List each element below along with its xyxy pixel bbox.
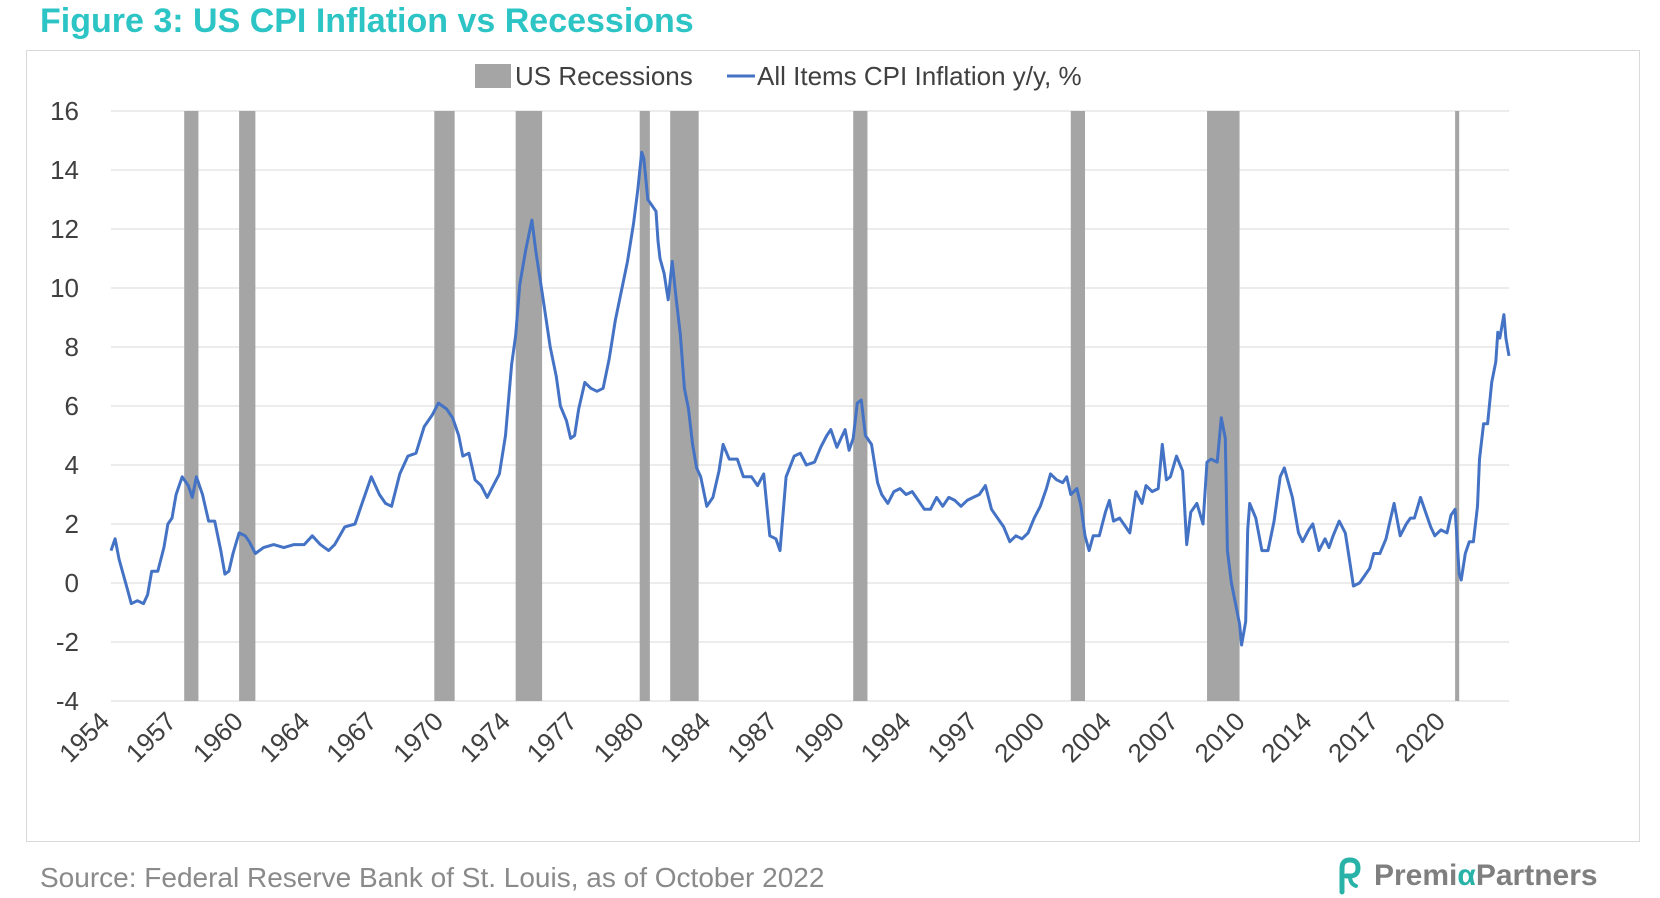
x-tick-label: 2017 xyxy=(1322,706,1384,768)
x-tick-label: 1984 xyxy=(654,706,716,768)
cpi-line xyxy=(109,150,1511,647)
x-tick-label: 1970 xyxy=(387,706,449,768)
y-tick-label: 14 xyxy=(50,155,79,185)
y-tick-label: 6 xyxy=(65,391,79,421)
x-tick-label: 1990 xyxy=(788,706,850,768)
y-tick-label: 0 xyxy=(65,568,79,598)
brand-logo: PremiαPartners xyxy=(1330,856,1598,896)
legend-recession-label: US Recessions xyxy=(515,61,693,91)
recession-bar xyxy=(853,111,868,701)
x-tick-label: 1977 xyxy=(521,706,583,768)
x-tick-label: 2014 xyxy=(1255,706,1317,768)
recession-bar xyxy=(1455,111,1460,701)
y-tick-label: -2 xyxy=(56,627,79,657)
x-tick-label: 1997 xyxy=(921,706,983,768)
x-tick-label: 2020 xyxy=(1389,706,1451,768)
recession-bar xyxy=(184,111,199,701)
legend-cpi-label: All Items CPI Inflation y/y, % xyxy=(757,61,1082,91)
recession-bar xyxy=(1070,111,1086,701)
figure-title: Figure 3: US CPI Inflation vs Recessions xyxy=(40,2,694,40)
recession-bar xyxy=(239,111,256,701)
x-tick-label: 2007 xyxy=(1122,706,1184,768)
x-tick-label: 1994 xyxy=(855,706,917,768)
x-tick-label: 1957 xyxy=(120,706,182,768)
y-tick-label: 4 xyxy=(65,450,79,480)
legend-recession-swatch xyxy=(475,64,511,88)
x-tick-label: 1967 xyxy=(320,706,382,768)
y-tick-label: 8 xyxy=(65,332,79,362)
recession-bar xyxy=(670,111,699,701)
x-tick-label: 1980 xyxy=(588,706,650,768)
recession-bar xyxy=(1207,111,1240,701)
source-note: Source: Federal Reserve Bank of St. Loui… xyxy=(40,862,825,893)
recession-bar xyxy=(639,111,650,701)
y-tick-label: 12 xyxy=(50,214,79,244)
y-tick-label: -4 xyxy=(56,686,79,716)
x-tick-label: 1960 xyxy=(187,706,249,768)
chart-frame: -4 -2 0 2 4 6 8 10 12 14 16 1954 1957 1960 1964 1967 197… xyxy=(26,50,1640,842)
y-tick-label: 10 xyxy=(50,273,79,303)
premia-logo-icon xyxy=(1339,857,1361,895)
recession-bar xyxy=(515,111,543,701)
brand-name: PremiαPartners xyxy=(1374,859,1598,892)
y-tick-label: 16 xyxy=(50,96,79,126)
x-tick-label: 2010 xyxy=(1189,706,1251,768)
x-tick-label: 1974 xyxy=(454,706,516,768)
x-tick-label: 2000 xyxy=(988,706,1050,768)
x-tick-label: 1964 xyxy=(253,706,315,768)
y-tick-label: 2 xyxy=(65,509,79,539)
x-tick-label: 1987 xyxy=(721,706,783,768)
x-tick-label: 2004 xyxy=(1055,706,1117,768)
